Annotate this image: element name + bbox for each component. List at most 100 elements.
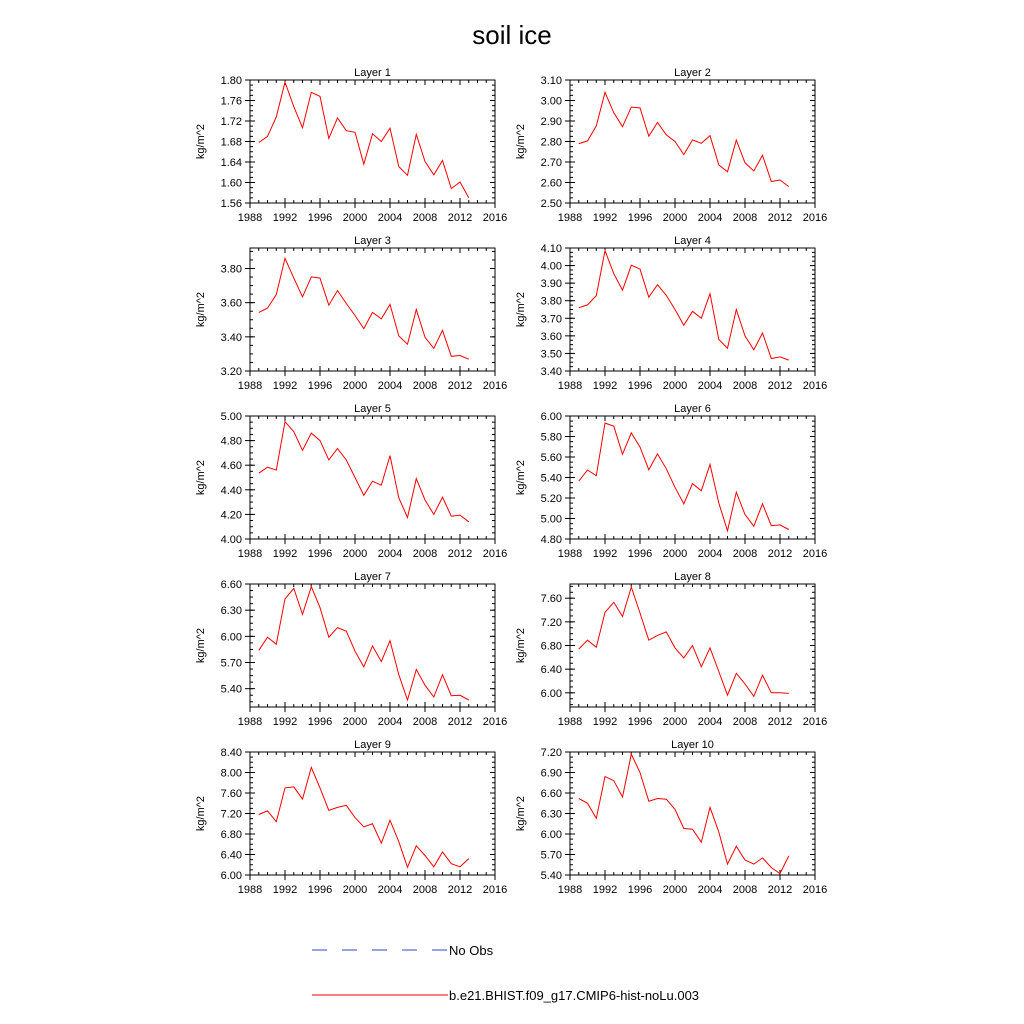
plot-frame [569,751,816,876]
y-tick-label: 5.70 [221,658,242,670]
x-tick-label: 2000 [343,716,367,728]
x-tick-label: 1992 [593,212,617,224]
legend-label-model-run: b.e21.BHIST.f09_g17.CMIP6-hist-noLu.003 [449,988,699,1003]
x-tick-label: 2004 [378,548,402,560]
y-tick-label: 3.40 [221,332,242,344]
y-tick-label: 4.10 [541,243,562,255]
y-tick-label: 3.80 [541,296,562,308]
x-tick-label: 2004 [378,380,402,392]
x-tick-label: 1992 [273,716,297,728]
plot-frame [249,751,496,876]
x-tick-label: 1988 [558,380,582,392]
x-tick-label: 1992 [273,380,297,392]
x-tick-label: 2000 [663,884,687,896]
x-tick-label: 1996 [628,212,652,224]
panel-title: Layer 3 [354,235,391,247]
y-tick-label: 3.70 [541,313,562,325]
x-tick-label: 1988 [558,212,582,224]
plot-frame [569,79,816,204]
y-tick-label: 6.00 [541,688,562,700]
x-tick-label: 2008 [733,212,757,224]
panel-layer-7: Layer 7 kg/m^2 1988 1992 1996 2000 2004 2008 201… [195,571,507,728]
plot-frame [249,79,496,204]
x-tick-label: 2016 [803,548,827,560]
y-tick-label: 8.00 [221,768,242,780]
panel-title: Layer 7 [354,571,391,583]
x-tick-label: 1992 [593,380,617,392]
y-tick-label: 6.00 [541,411,562,423]
panel-title: Layer 5 [354,403,391,415]
x-tick-label: 2012 [768,716,792,728]
y-tick-label: 5.40 [221,684,242,696]
y-tick-label: 6.80 [541,641,562,653]
x-tick-label: 2008 [733,716,757,728]
y-tick-label: 3.50 [541,348,562,360]
y-tick-label: 1.60 [221,178,242,190]
series-line [578,422,790,533]
x-tick-label: 2008 [413,548,437,560]
x-tick-label: 2012 [768,548,792,560]
series-line [258,256,469,360]
x-tick-label: 1996 [628,548,652,560]
plot-frame [249,247,496,372]
x-tick-label: 2016 [483,716,507,728]
y-tick-label: 5.00 [541,514,562,526]
x-tick-label: 1988 [238,212,262,224]
x-tick-label: 1988 [558,884,582,896]
y-tick-label: 2.50 [541,198,562,210]
y-tick-label: 6.90 [541,768,562,780]
y-tick-label: 6.40 [541,664,562,676]
x-tick-label: 2000 [343,884,367,896]
series-line [578,90,790,188]
y-tick-label: 6.60 [541,788,562,800]
panel-title: Layer 4 [674,235,711,247]
x-tick-label: 2012 [448,548,472,560]
x-tick-label: 1988 [238,716,262,728]
panel-layer-1: Layer 1 kg/m^2 1988 1992 1996 2000 2004 2008 201… [195,67,507,224]
y-tick-label: 1.56 [221,198,242,210]
x-tick-label: 2016 [483,548,507,560]
panel-layer-5: Layer 5 kg/m^2 1988 1992 1996 2000 2004 2008 201… [195,403,507,560]
y-axis-label: kg/m^2 [515,292,527,327]
y-tick-label: 5.70 [541,850,562,862]
x-tick-label: 2004 [698,716,722,728]
y-tick-label: 3.10 [541,75,562,87]
x-tick-label: 1996 [308,380,332,392]
y-tick-label: 6.40 [221,850,242,862]
x-tick-label: 1992 [593,884,617,896]
y-tick-label: 1.72 [221,116,242,128]
panel-title: Layer 9 [354,739,391,751]
y-tick-label: 6.80 [221,829,242,841]
x-tick-label: 2004 [698,548,722,560]
x-tick-label: 2012 [448,884,472,896]
y-tick-label: 2.70 [541,157,562,169]
x-tick-label: 1996 [308,212,332,224]
y-tick-label: 7.20 [221,809,242,821]
x-tick-label: 2000 [663,716,687,728]
panel-title: Layer 1 [354,67,391,79]
x-tick-label: 1992 [273,548,297,560]
y-tick-label: 1.68 [221,137,242,149]
panel-layer-2: Layer 2 kg/m^2 1988 1992 1996 2000 2004 2008 201… [515,67,827,224]
y-tick-label: 3.40 [541,366,562,378]
y-tick-label: 7.60 [541,593,562,605]
panel-title: Layer 6 [674,403,711,415]
y-tick-label: 2.60 [541,178,562,190]
y-tick-label: 5.40 [541,473,562,485]
x-tick-label: 1996 [628,380,652,392]
x-tick-label: 2008 [413,212,437,224]
y-tick-label: 7.20 [541,747,562,759]
y-tick-label: 4.40 [221,485,242,497]
y-tick-label: 7.20 [541,617,562,629]
x-tick-label: 2016 [483,380,507,392]
x-tick-label: 2012 [448,212,472,224]
x-tick-label: 1988 [238,548,262,560]
panel-layer-4: Layer 4 kg/m^2 1988 1992 1996 2000 2004 2008 201… [515,235,827,392]
x-tick-label: 2008 [413,716,437,728]
x-tick-label: 2016 [803,380,827,392]
y-tick-label: 4.60 [221,460,242,472]
x-tick-label: 1996 [308,884,332,896]
x-tick-label: 1988 [238,884,262,896]
plot-frame [569,247,816,372]
y-tick-label: 8.40 [221,747,242,759]
